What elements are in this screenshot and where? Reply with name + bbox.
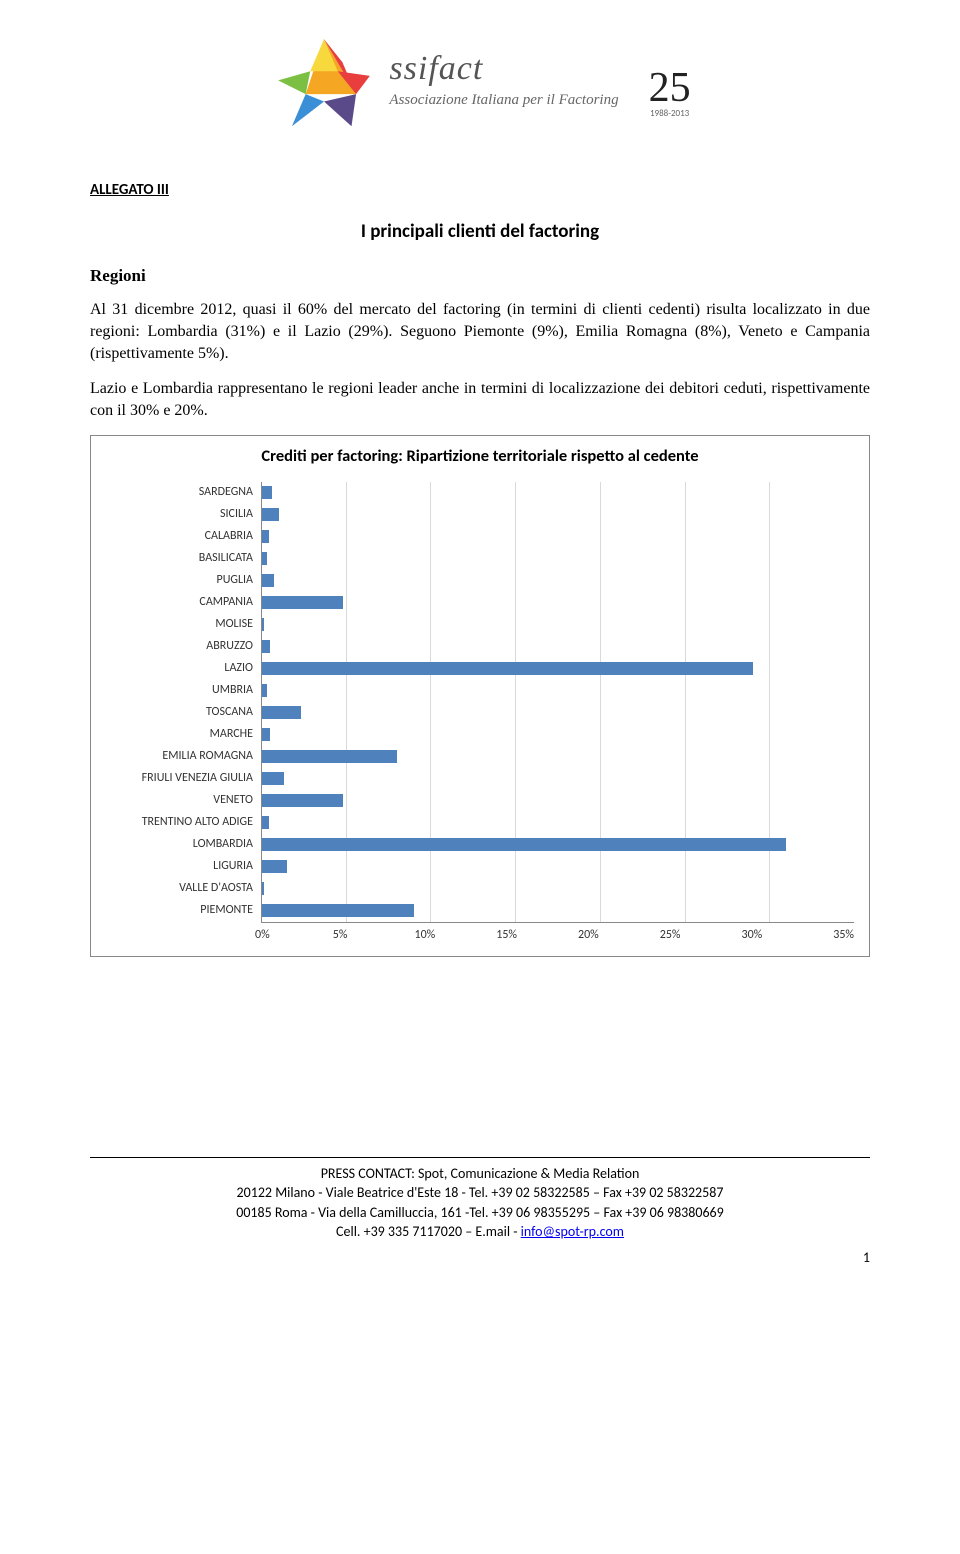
x-axis-tick: 35% [833,927,854,944]
y-axis-label: EMILIA ROMAGNA [106,746,261,768]
bar-row [262,526,854,548]
header-logo: ssifact Associazione Italiana per il Fac… [90,30,870,140]
chart-plot-area [261,482,854,923]
footer-line-1: PRESS CONTACT: Spot, Comunicazione & Med… [90,1164,870,1184]
bar [262,640,270,653]
y-axis-label: MOLISE [106,614,261,636]
y-axis-label: LIGURIA [106,856,261,878]
bar-row [262,790,854,812]
logo-anniversary-badge: 25 1988-2013 [649,30,691,120]
bar-row [262,834,854,856]
chart-title: Crediti per factoring: Ripartizione terr… [106,446,854,467]
footer-line-2: 20122 Milano - Viale Beatrice d'Este 18 … [90,1183,870,1203]
bar [262,816,269,829]
bar-row [262,900,854,922]
bar-row [262,724,854,746]
bar [262,882,264,895]
bar [262,728,270,741]
bar [262,508,279,521]
y-axis-label: CAMPANIA [106,592,261,614]
bar-row [262,592,854,614]
bar-row [262,570,854,592]
bar-row [262,482,854,504]
x-axis-tick: 30% [742,927,824,944]
paragraph-1: Al 31 dicembre 2012, quasi il 60% del me… [90,299,870,364]
bar-row [262,548,854,570]
bar [262,904,414,917]
y-axis-label: TRENTINO ALTO ADIGE [106,812,261,834]
x-axis-tick: 10% [415,927,497,944]
y-axis-label: FRIULI VENEZIA GIULIA [106,768,261,790]
y-axis-label: TOSCANA [106,702,261,724]
page-number: 1 [90,1248,870,1268]
chart-bars [262,482,854,922]
bar [262,706,301,719]
y-axis-label: UMBRIA [106,680,261,702]
bar-row [262,658,854,680]
bar [262,618,264,631]
x-axis-tick: 0% [255,927,337,944]
bar [262,838,786,851]
y-axis-label: SICILIA [106,504,261,526]
bar-row [262,614,854,636]
bar-row [262,856,854,878]
y-axis-label: LAZIO [106,658,261,680]
bar-row [262,878,854,900]
bar-row [262,768,854,790]
y-axis-label: VENETO [106,790,261,812]
bar-row [262,702,854,724]
bar-row [262,636,854,658]
bar [262,552,267,565]
bar [262,860,287,873]
bar [262,574,274,587]
x-axis-tick: 20% [578,927,660,944]
chart-container: Crediti per factoring: Ripartizione terr… [90,435,870,956]
bar [262,794,343,807]
bar [262,684,267,697]
footer-email-link[interactable]: info@spot-rp.com [521,1223,624,1240]
y-axis-label: VALLE D'AOSTA [106,878,261,900]
badge-number: 25 [649,70,691,108]
y-axis-label: MARCHE [106,724,261,746]
y-axis-label: BASILICATA [106,548,261,570]
y-axis-label: CALABRIA [106,526,261,548]
chart-body: SARDEGNASICILIACALABRIABASILICATAPUGLIAC… [106,482,854,923]
bar [262,662,753,675]
allegato-label: ALLEGATO III [90,180,870,201]
badge-years: 1988-2013 [649,108,691,121]
bar-row [262,680,854,702]
y-axis-label: LOMBARDIA [106,834,261,856]
logo-text: ssifact Associazione Italiana per il Fac… [389,30,618,111]
bar-row [262,746,854,768]
bar [262,772,284,785]
bar [262,486,272,499]
y-axis-label: SARDEGNA [106,482,261,504]
bar [262,596,343,609]
page-title: I principali clienti del factoring [90,219,870,246]
logo-subtitle: Associazione Italiana per il Factoring [389,90,618,111]
x-axis-tick: 15% [496,927,578,944]
bar-row [262,504,854,526]
x-axis-tick: 25% [660,927,742,944]
y-axis-label: ABRUZZO [106,636,261,658]
chart-x-axis: 0%5%10%15%20%25%30%35% [261,927,854,944]
footer: PRESS CONTACT: Spot, Comunicazione & Med… [90,1157,870,1242]
section-heading: Regioni [90,264,870,288]
logo-star-icon [269,30,379,140]
footer-mail-prefix: Cell. +39 335 7117020 – E.mail - [336,1223,521,1240]
bar [262,530,269,543]
y-axis-label: PUGLIA [106,570,261,592]
footer-line-3: 00185 Roma - Via della Camilluccia, 161 … [90,1203,870,1223]
chart-y-labels: SARDEGNASICILIACALABRIABASILICATAPUGLIAC… [106,482,261,923]
x-axis-tick: 5% [333,927,415,944]
paragraph-2: Lazio e Lombardia rappresentano le regio… [90,378,870,421]
bar [262,750,397,763]
footer-line-4: Cell. +39 335 7117020 – E.mail - info@sp… [90,1222,870,1242]
logo-main-text: ssifact [389,45,618,93]
y-axis-label: PIEMONTE [106,900,261,922]
bar-row [262,812,854,834]
